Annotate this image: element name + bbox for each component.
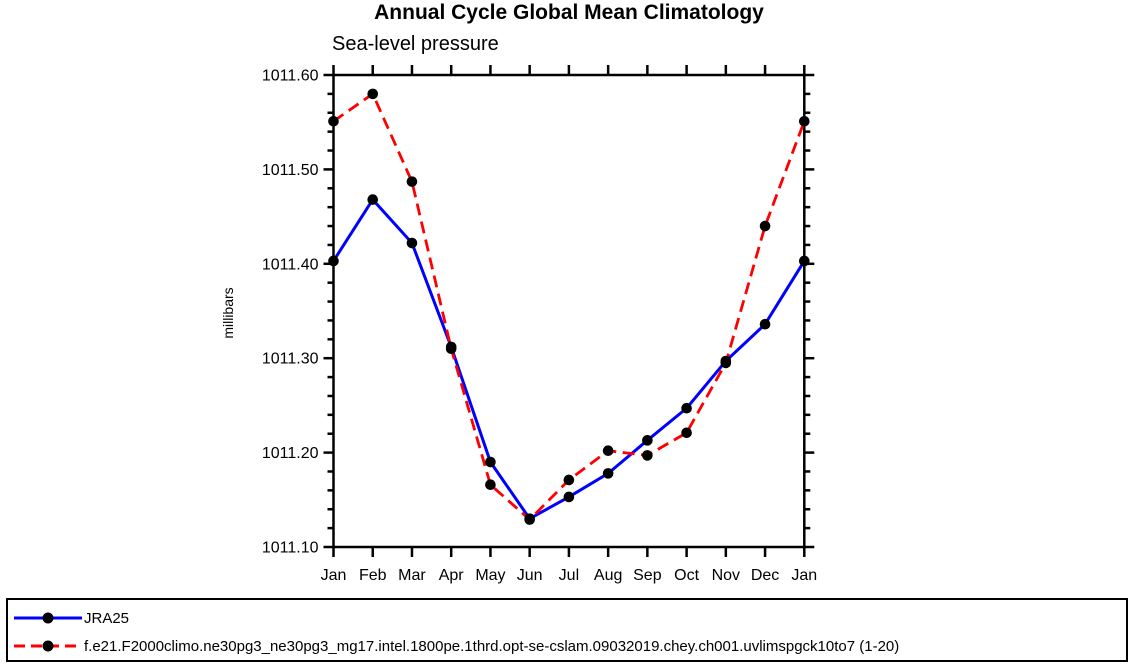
x-tick-label: Oct [674, 567, 699, 584]
data-point-series-1 [406, 176, 418, 187]
x-tick-label: Jan [321, 567, 347, 584]
y-tick-label: 1011.60 [262, 68, 319, 85]
data-point-series-1 [720, 357, 732, 369]
x-tick-label: Sep [633, 567, 662, 584]
data-point-series-0 [406, 237, 418, 249]
chart-title: Annual Cycle Global Mean Climatology [374, 1, 764, 24]
x-tick-label: Jul [559, 567, 579, 584]
data-point-series-1 [681, 427, 692, 439]
x-tick-label: Nov [712, 567, 740, 584]
data-point-series-1 [642, 450, 653, 461]
y-tick-label: 1011.30 [262, 351, 319, 368]
legend-label-model-run: f.e21.F2000climo.ne30pg3_ne30pg3_mg17.in… [84, 637, 900, 655]
data-point-series-0 [681, 402, 692, 414]
data-point-series-1 [524, 514, 535, 525]
data-point-series-1 [563, 474, 575, 486]
x-tick-label: Mar [398, 567, 426, 584]
legend-box: JRA25 f.e21.F2000climo.ne30pg3_ne30pg3_m… [6, 598, 1128, 662]
data-point-series-1 [445, 343, 457, 355]
data-point-series-1 [485, 479, 496, 490]
axes-frame [323, 65, 815, 557]
x-tick-label: Apr [439, 567, 465, 584]
x-tick-label: Aug [594, 567, 622, 584]
data-point-series-1 [328, 115, 339, 127]
data-point-series-1 [759, 220, 771, 232]
x-tick-label: Dec [751, 567, 779, 584]
chart-subtitle: Sea-level pressure [332, 33, 499, 55]
data-point-series-1 [799, 115, 810, 127]
x-tick-label: Jan [791, 567, 817, 584]
data-point-series-0 [328, 255, 339, 267]
series-line-0 [332, 197, 806, 521]
data-point-series-0 [799, 255, 810, 267]
series-line-1 [332, 91, 806, 522]
x-tick-label: Jun [517, 567, 543, 584]
legend-label-jra25: JRA25 [84, 609, 130, 627]
data-point-series-1 [602, 445, 614, 457]
legend-dashed-line-marker-icon [14, 640, 82, 652]
data-point-series-0 [642, 435, 653, 446]
plot-area: 1011.60 1011.50 1011.40 1011.30 1011.20 1011.… [262, 65, 817, 585]
legend-item-jra25: JRA25 [14, 604, 1126, 632]
y-tick-label: 1011.20 [262, 445, 319, 462]
data-point-series-0 [563, 491, 575, 503]
data-point-series-0 [367, 194, 379, 205]
axis-labels: 1011.60 1011.50 1011.40 1011.30 1011.20 1011.… [262, 68, 817, 585]
data-point-series-0 [485, 456, 496, 468]
x-tick-label: Feb [359, 567, 387, 584]
y-tick-label: 1011.10 [262, 540, 319, 557]
data-point-series-1 [367, 88, 379, 100]
legend-item-model-run: f.e21.F2000climo.ne30pg3_ne30pg3_mg17.in… [14, 632, 1126, 660]
y-tick-label: 1011.40 [262, 256, 319, 273]
data-point-series-0 [759, 318, 771, 330]
y-tick-label: 1011.50 [262, 162, 319, 179]
x-tick-label: May [475, 567, 505, 584]
legend-solid-line-marker-icon [14, 612, 82, 624]
data-point-series-0 [602, 468, 614, 479]
